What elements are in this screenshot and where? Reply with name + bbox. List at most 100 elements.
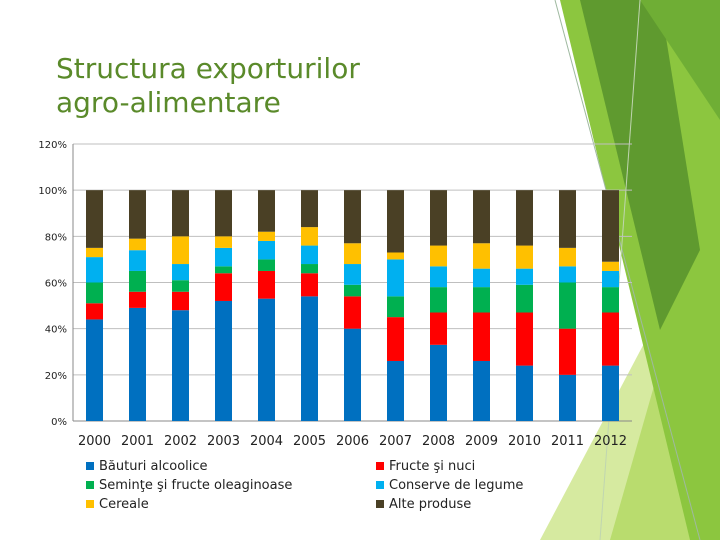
bar-segment-2010-s5 — [516, 190, 533, 246]
bar-segment-2007-s1 — [387, 317, 404, 361]
x-tick-label: 2007 — [379, 434, 412, 449]
bar-segment-2008-s5 — [430, 190, 447, 246]
bar-segment-2000-s2 — [86, 282, 103, 304]
legend-item-seminte: Seminţe şi fructe oleaginoase — [86, 476, 376, 494]
bar-segment-2007-s2 — [387, 296, 404, 318]
bar-segment-2000-s4 — [86, 247, 103, 258]
bar-segment-2003-s2 — [215, 266, 232, 274]
legend-label: Fructe şi nuci — [389, 458, 476, 474]
bar-segment-2008-s3 — [430, 266, 447, 288]
bar-segment-2002-s5 — [172, 190, 189, 237]
bar-segment-2006-s0 — [344, 328, 361, 421]
bar-segment-2002-s3 — [172, 264, 189, 281]
bar-segment-2004-s0 — [258, 298, 275, 421]
bar-segment-2003-s0 — [215, 300, 232, 421]
bar-segment-2010-s2 — [516, 284, 533, 313]
bar-segment-2009-s3 — [473, 268, 490, 288]
bar-segment-2001-s1 — [129, 291, 146, 308]
bar-segment-2009-s2 — [473, 287, 490, 313]
y-tick-label: 0% — [51, 417, 67, 428]
legend-item-cereale: Cereale — [86, 495, 376, 513]
legend-swatch — [376, 481, 384, 489]
bar-segment-2012-s0 — [602, 365, 619, 421]
legend-swatch — [86, 462, 94, 470]
bar-segment-2012-s4 — [602, 261, 619, 271]
bar-segment-2005-s5 — [301, 190, 318, 228]
bar-segment-2003-s1 — [215, 273, 232, 301]
bar-segment-2008-s1 — [430, 312, 447, 345]
y-tick-label: 40% — [45, 325, 67, 336]
legend-item-alte-produse: Alte produse — [376, 495, 646, 513]
x-tick-label: 2000 — [78, 434, 111, 449]
bar-segment-2009-s1 — [473, 312, 490, 361]
bar-segment-2011-s2 — [559, 282, 576, 329]
x-tick-label: 2006 — [336, 434, 369, 449]
y-tick-label: 80% — [45, 232, 67, 243]
bar-segment-2010-s3 — [516, 268, 533, 285]
bar-segment-2010-s1 — [516, 312, 533, 366]
bar-segment-2001-s5 — [129, 190, 146, 239]
y-tick-label: 120% — [38, 140, 67, 151]
bar-segment-2011-s3 — [559, 266, 576, 283]
legend-label: Alte produse — [389, 496, 472, 512]
bar-segment-2005-s3 — [301, 245, 318, 265]
bar-segment-2005-s0 — [301, 296, 318, 421]
bar-segment-2012-s3 — [602, 270, 619, 288]
bar-segment-2003-s4 — [215, 236, 232, 248]
bar-segment-2012-s2 — [602, 287, 619, 313]
bar-segment-2004-s2 — [258, 259, 275, 271]
legend-item-fructe-si-nuci: Fructe şi nuci — [376, 457, 646, 475]
bar-segment-2006-s5 — [344, 190, 361, 244]
bar-segment-2012-s1 — [602, 312, 619, 366]
decor-thin-line-2 — [599, 0, 641, 540]
x-tick-label: 2009 — [465, 434, 498, 449]
bar-segment-2006-s2 — [344, 284, 361, 297]
bar-segment-2002-s4 — [172, 236, 189, 265]
legend-label: Cereale — [99, 496, 149, 512]
bar-segment-2007-s4 — [387, 252, 404, 260]
legend-label: Seminţe şi fructe oleaginoase — [99, 477, 293, 493]
bar-segment-2000-s0 — [86, 319, 103, 421]
legend-label: Conserve de legume — [389, 477, 524, 493]
bar-segment-2009-s0 — [473, 360, 490, 421]
bar-segment-2011-s4 — [559, 247, 576, 267]
legend-swatch — [86, 481, 94, 489]
decor-thin-line — [554, 0, 701, 540]
bar-segment-2008-s2 — [430, 287, 447, 313]
bar-segment-2008-s0 — [430, 344, 447, 421]
legend-label: Băuturi alcoolice — [99, 458, 208, 474]
y-tick-label: 60% — [45, 279, 67, 290]
x-tick-label: 2008 — [422, 434, 455, 449]
legend-item-bauturi-alcoolice: Băuturi alcoolice — [86, 457, 376, 475]
bar-segment-2004-s4 — [258, 231, 275, 241]
bar-segment-2007-s3 — [387, 259, 404, 297]
slide-title-line-2: agro-alimentare — [56, 86, 281, 119]
decor-green-dark-shape-2 — [640, 0, 720, 120]
y-tick-label: 100% — [38, 186, 67, 197]
bar-segment-2001-s2 — [129, 270, 146, 292]
bar-segment-2000-s5 — [86, 190, 103, 248]
bar-segment-2001-s4 — [129, 238, 146, 251]
bar-segment-2007-s0 — [387, 360, 404, 421]
bar-segment-2007-s5 — [387, 190, 404, 253]
bar-segment-2002-s1 — [172, 291, 189, 311]
x-tick-label: 2010 — [508, 434, 541, 449]
bar-segment-2005-s1 — [301, 273, 318, 297]
bar-segment-2006-s1 — [344, 296, 361, 329]
bar-segment-2002-s0 — [172, 310, 189, 421]
bar-segment-2001-s0 — [129, 307, 146, 421]
bar-segment-2003-s3 — [215, 247, 232, 267]
x-tick-label: 2002 — [164, 434, 197, 449]
x-tick-label: 2003 — [207, 434, 240, 449]
x-tick-label: 2001 — [121, 434, 154, 449]
legend-item-conserve-de-legume: Conserve de legume — [376, 476, 646, 494]
bar-segment-2002-s2 — [172, 280, 189, 292]
chart-legend: Băuturi alcoolice Fructe şi nuci Seminţe… — [86, 457, 646, 513]
legend-swatch — [376, 500, 384, 508]
bar-segment-2010-s4 — [516, 245, 533, 269]
bar-segment-2010-s0 — [516, 365, 533, 421]
bar-segment-2011-s1 — [559, 328, 576, 375]
legend-swatch — [376, 462, 384, 470]
